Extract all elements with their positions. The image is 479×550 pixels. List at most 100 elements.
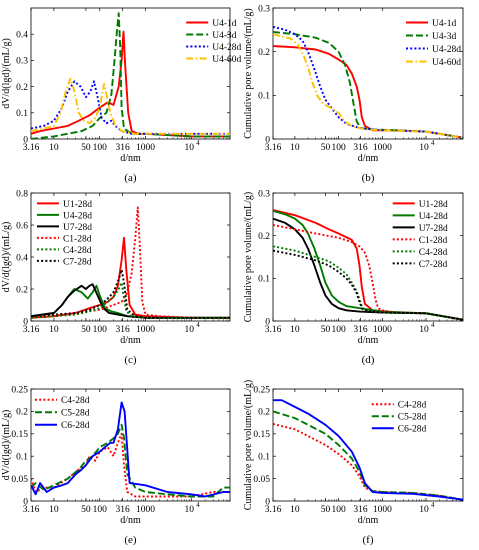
y-tick-label: 0.3: [258, 189, 270, 199]
y-tick-label: 0.25: [11, 385, 28, 395]
legend-label: U4-3d: [432, 32, 457, 42]
plot-frame: [30, 7, 231, 140]
x-tick-label: 50: [81, 505, 91, 515]
y-tick-label: 0: [265, 317, 270, 327]
y-tick-label: 0.1: [258, 453, 270, 463]
x-tick-label: 50: [321, 143, 331, 153]
panel-caption: (e): [124, 534, 137, 546]
y-tick-label: 0.15: [11, 430, 28, 440]
x-tick-label: 3.16: [265, 143, 282, 153]
y-tick-label: 0.15: [253, 430, 270, 440]
y-axis-label: Cumulative pore volume/(mL/g): [243, 192, 254, 323]
chart-panel: 3.16 10 50 100 316 1000 10 400.050.10.150.20.25…: [1, 385, 231, 546]
series-line: [31, 206, 230, 319]
legend-label: C5-28d: [398, 413, 427, 423]
plot-frame: [30, 192, 231, 322]
legend-label: C4-28d: [419, 248, 448, 258]
legend-label: C6-28d: [398, 425, 427, 435]
y-tick-label: 0: [23, 135, 28, 145]
y-tick-label: 0.05: [11, 475, 28, 485]
series-line: [31, 80, 230, 135]
x-tick-label: 316: [353, 325, 368, 335]
legend-label: C4-28d: [398, 401, 427, 411]
x-tick-label: 10: [290, 325, 300, 335]
legend-label: C7-28d: [63, 257, 92, 267]
x-tick-label: 316: [115, 325, 130, 335]
y-tick-label: 0.1: [258, 92, 270, 102]
x-tick-label: 316: [353, 505, 368, 515]
x-tick-exponent: 4: [196, 321, 200, 329]
x-tick-label: 10: [49, 143, 59, 153]
y-tick-label: 0.4: [16, 31, 28, 41]
x-tick-label: 10: [185, 505, 195, 515]
panel-caption: (a): [124, 172, 137, 184]
legend-label: C4-28d: [61, 396, 90, 406]
panel-caption: (d): [362, 354, 375, 366]
legend: C4-28d C5-28d C6-28d: [34, 396, 90, 431]
y-tick-label: 0.2: [258, 408, 270, 418]
y-tick-label: 0.3: [16, 57, 28, 67]
legend-label: U7-28d: [419, 224, 448, 234]
y-tick-label: 0.2: [258, 48, 270, 58]
x-tick-label: 3.16: [23, 143, 40, 153]
legend-label: C4-28d: [63, 246, 92, 256]
series-line: [31, 432, 230, 498]
x-tick-label: 1000: [136, 143, 155, 153]
x-tick-label: 10: [290, 143, 300, 153]
legend: U4-1d U4-3d U4-28d U4-60d: [186, 19, 241, 65]
legend: C4-28d C5-28d C6-28d: [371, 401, 427, 435]
chart-panel: 3.16 10 50 100 316 1000 10 400.10.20.30.4d/nmdV…: [1, 7, 241, 184]
y-tick-label: 0: [265, 135, 270, 145]
legend: U4-1d U4-3d U4-28d U4-60d: [406, 19, 461, 68]
series-line: [273, 209, 463, 321]
y-axis-label: dV/d(lgd)/(mL/g): [1, 410, 12, 481]
panel-caption: (c): [124, 354, 137, 366]
x-tick-label: 1000: [136, 505, 155, 515]
series-line: [273, 31, 463, 139]
x-axis-label: d/nm: [358, 153, 379, 164]
y-tick-label: 0.1: [16, 109, 28, 119]
chart-panel: 3.16 10 50 100 316 1000 10 400.10.20.3d/nmCumul…: [243, 189, 464, 366]
x-tick-label: 1000: [373, 143, 392, 153]
x-tick-label: 100: [331, 325, 346, 335]
series-line: [273, 249, 463, 321]
legend-label: C1-28d: [63, 234, 92, 244]
legend-label: U4-28d: [419, 212, 448, 222]
legend-label: U4-28d: [432, 45, 461, 55]
x-tick-label: 10: [49, 505, 59, 515]
legend-label: U4-28d: [212, 43, 241, 53]
chart-panel: 3.16 10 50 100 316 1000 10 400.050.10.150.20.25…: [243, 380, 464, 546]
y-tick-label: 0.3: [258, 4, 270, 14]
x-tick-label: 100: [93, 505, 108, 515]
legend-label: U1-28d: [419, 200, 448, 210]
y-tick-label: 0.6: [16, 221, 28, 231]
legend-label: C7-28d: [419, 260, 448, 270]
legend-label: U4-1d: [432, 19, 457, 29]
legend-label: U7-28d: [63, 223, 92, 233]
x-tick-label: 3.16: [265, 505, 282, 515]
x-tick-label: 10: [49, 325, 59, 335]
x-tick-label: 1000: [373, 325, 392, 335]
x-tick-label: 316: [115, 143, 130, 153]
x-axis-label: d/nm: [358, 335, 379, 346]
x-tick-label: 100: [93, 325, 108, 335]
x-tick-label: 10: [185, 143, 195, 153]
x-tick-label: 100: [331, 505, 346, 515]
x-tick-label: 50: [81, 325, 91, 335]
y-tick-label: 0.2: [16, 83, 28, 93]
x-axis-label: d/nm: [120, 335, 141, 346]
x-tick-label: 10: [185, 325, 195, 335]
legend-label: U4-28d: [63, 211, 92, 221]
y-tick-label: 0.8: [16, 189, 28, 199]
series-line: [31, 423, 230, 498]
series-line: [31, 281, 230, 319]
legend-label: C6-28d: [61, 421, 90, 431]
x-tick-label: 50: [321, 325, 331, 335]
y-tick-label: 0.1: [258, 275, 270, 285]
series-line: [31, 401, 230, 498]
legend-label: C5-28d: [61, 409, 90, 419]
series-line: [273, 25, 463, 139]
